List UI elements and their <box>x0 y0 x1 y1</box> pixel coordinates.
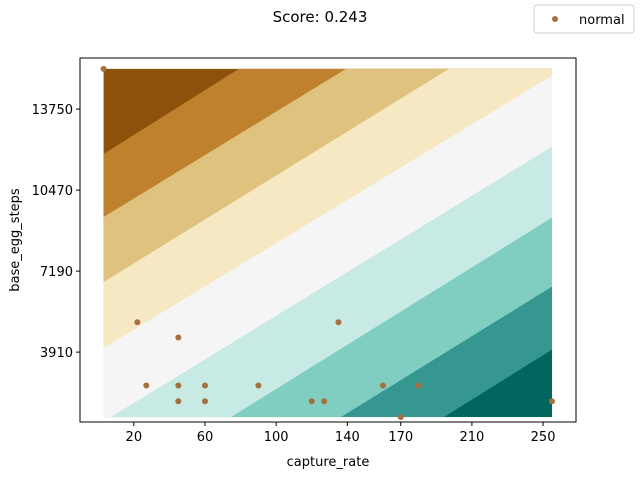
decision-region-bands <box>103 68 552 418</box>
band-region-0 <box>444 349 552 418</box>
data-point-13 <box>415 382 422 389</box>
data-point-4 <box>175 382 182 389</box>
legend: normal <box>533 4 635 34</box>
x-tick-label-6: 250 <box>531 430 556 445</box>
legend-box <box>533 4 635 34</box>
data-point-9 <box>308 398 315 405</box>
x-axis-label: capture_rate <box>287 455 370 470</box>
data-point-0 <box>100 65 107 72</box>
data-point-3 <box>143 382 150 389</box>
data-point-15 <box>548 398 555 405</box>
data-point-10 <box>321 398 328 405</box>
x-axis-ticks: 20 60 100 140 170 210 250 <box>126 422 556 445</box>
data-point-1 <box>134 319 141 326</box>
y-tick-label-2: 10470 <box>32 184 73 199</box>
data-point-14 <box>397 414 404 421</box>
x-tick-label-2: 100 <box>264 430 289 445</box>
y-axis-ticks: 3910 7190 10470 13750 <box>32 103 80 361</box>
x-tick-label-5: 210 <box>459 430 484 445</box>
y-tick-label-1: 7190 <box>40 265 73 280</box>
data-point-7 <box>175 398 182 405</box>
y-axis-label: base_egg_steps <box>8 188 23 292</box>
chart-title: Score: 0.243 <box>273 8 368 26</box>
data-point-5 <box>202 382 209 389</box>
y-tick-label-3: 13750 <box>32 103 73 118</box>
data-point-12 <box>379 382 386 389</box>
data-point-2 <box>175 334 182 341</box>
data-point-8 <box>202 398 209 405</box>
y-tick-label-0: 3910 <box>40 346 73 361</box>
x-tick-label-1: 60 <box>197 430 214 445</box>
legend-label-normal: normal <box>579 13 625 28</box>
x-tick-label-4: 170 <box>388 430 413 445</box>
scatter-points <box>100 65 555 421</box>
data-point-11 <box>335 319 342 326</box>
x-tick-label-0: 20 <box>126 430 143 445</box>
plot-frame <box>79 57 577 423</box>
x-tick-label-3: 140 <box>335 430 360 445</box>
data-point-6 <box>255 382 262 389</box>
legend-marker-normal <box>552 16 558 22</box>
